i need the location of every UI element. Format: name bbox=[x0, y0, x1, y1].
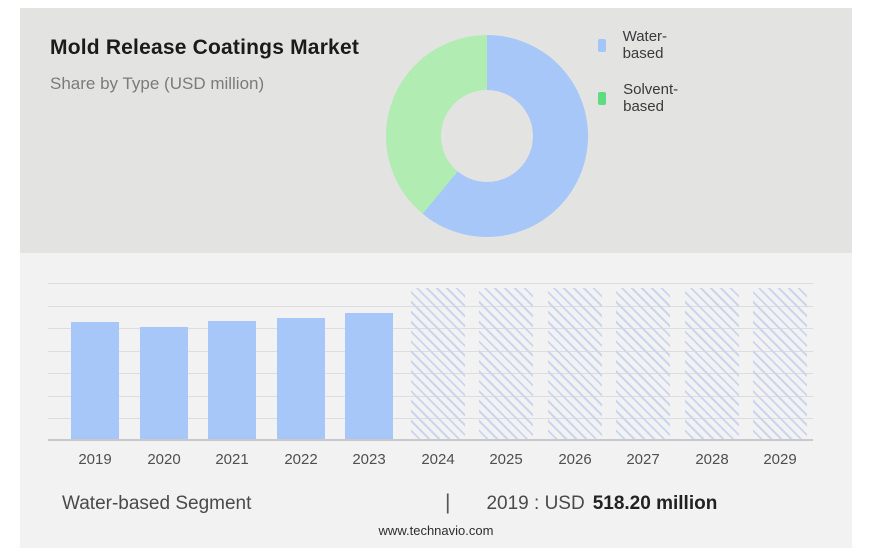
x-axis-label-2022: 2022 bbox=[284, 451, 318, 468]
footer-value-group: | 2019 : USD 518.20 million bbox=[445, 491, 717, 515]
bar-2019 bbox=[71, 322, 119, 439]
bar-2020 bbox=[140, 327, 188, 439]
bar-2021 bbox=[208, 321, 256, 439]
donut-chart bbox=[386, 35, 588, 237]
water-based-swatch-icon bbox=[598, 38, 606, 52]
legend-label: Water-based bbox=[622, 28, 668, 62]
x-axis-label-2020: 2020 bbox=[147, 451, 181, 468]
forecast-bar-2027 bbox=[616, 288, 670, 439]
bar-2023 bbox=[345, 313, 393, 439]
page-title: Mold Release Coatings Market bbox=[50, 36, 360, 59]
segment-label: Water-based Segment bbox=[62, 493, 252, 514]
x-axis-label-2024: 2024 bbox=[421, 451, 455, 468]
solvent-based-swatch-icon bbox=[598, 91, 607, 105]
x-axis-labels: 2019 2020 2021 2022 2023 2024 2025 2026 2027 2028… bbox=[48, 451, 813, 471]
bar-plot bbox=[48, 283, 813, 441]
footer-separator: | bbox=[445, 491, 451, 514]
legend-item-water-based: Water-based bbox=[598, 28, 672, 62]
forecast-bar-2024 bbox=[411, 288, 465, 439]
x-axis-label-2028: 2028 bbox=[695, 451, 729, 468]
forecast-bar-2028 bbox=[685, 288, 739, 439]
footer-value-prefix: 2019 : USD bbox=[486, 493, 585, 514]
forecast-bar-2025 bbox=[479, 288, 533, 439]
market-card: Mold Release Coatings Market Share by Ty… bbox=[20, 8, 852, 548]
page-subtitle: Share by Type (USD million) bbox=[50, 74, 265, 93]
x-axis-label-2023: 2023 bbox=[352, 451, 386, 468]
x-axis-label-2021: 2021 bbox=[215, 451, 249, 468]
x-axis-label-2029: 2029 bbox=[763, 451, 797, 468]
gridline bbox=[48, 283, 813, 284]
footer-value: 518.20 million bbox=[592, 493, 718, 514]
donut-hole bbox=[441, 90, 533, 182]
donut-section: Mold Release Coatings Market Share by Ty… bbox=[20, 8, 852, 253]
x-axis-label-2019: 2019 bbox=[78, 451, 112, 468]
x-axis-label-2025: 2025 bbox=[489, 451, 523, 468]
x-axis-label-2027: 2027 bbox=[626, 451, 660, 468]
x-axis-label-2026: 2026 bbox=[558, 451, 592, 468]
legend-label: Solvent-based bbox=[623, 81, 679, 115]
forecast-bar-2029 bbox=[753, 288, 807, 439]
forecast-bar-2026 bbox=[548, 288, 602, 439]
bar-2022 bbox=[277, 318, 325, 439]
legend-item-solvent-based: Solvent-based bbox=[598, 81, 683, 115]
bar-chart-section: 2019 2020 2021 2022 2023 2024 2025 2026 2027 2028… bbox=[20, 253, 852, 548]
watermark: www.technavio.com bbox=[378, 523, 494, 538]
